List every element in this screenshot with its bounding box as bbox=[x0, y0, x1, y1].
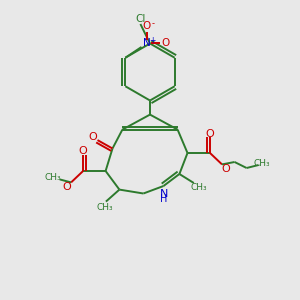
Text: O: O bbox=[206, 128, 214, 139]
Text: H: H bbox=[160, 194, 168, 204]
Text: CH₃: CH₃ bbox=[253, 159, 270, 168]
Text: CH₃: CH₃ bbox=[45, 173, 61, 182]
Text: O: O bbox=[63, 182, 72, 192]
Text: CH₃: CH₃ bbox=[96, 202, 113, 211]
Text: N: N bbox=[143, 38, 151, 48]
Text: O: O bbox=[88, 131, 97, 142]
Text: Cl: Cl bbox=[135, 14, 146, 24]
Text: N: N bbox=[160, 189, 168, 199]
Text: +: + bbox=[149, 36, 155, 45]
Text: O: O bbox=[79, 146, 88, 157]
Text: -: - bbox=[152, 19, 154, 28]
Text: O: O bbox=[143, 21, 151, 31]
Text: CH₃: CH₃ bbox=[191, 183, 208, 192]
Text: O: O bbox=[221, 164, 230, 174]
Text: O: O bbox=[161, 38, 169, 48]
